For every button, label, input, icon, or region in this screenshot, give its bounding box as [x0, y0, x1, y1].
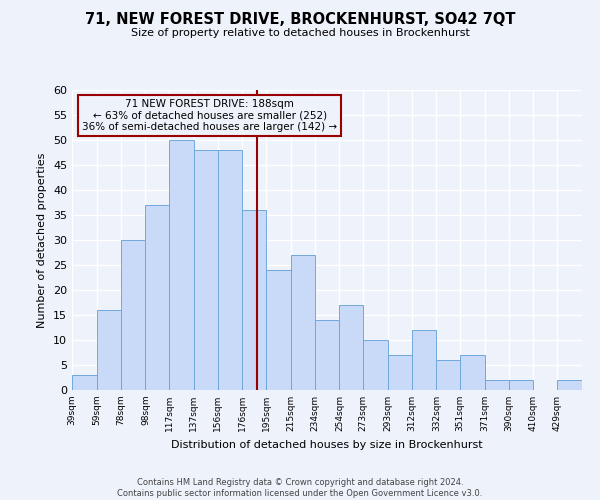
Bar — [242, 210, 266, 390]
Bar — [460, 355, 485, 390]
Y-axis label: Number of detached properties: Number of detached properties — [37, 152, 47, 328]
Bar — [557, 380, 582, 390]
Bar — [72, 375, 97, 390]
Bar — [436, 360, 460, 390]
Bar — [194, 150, 218, 390]
X-axis label: Distribution of detached houses by size in Brockenhurst: Distribution of detached houses by size … — [171, 440, 483, 450]
Bar — [266, 270, 291, 390]
Bar — [412, 330, 436, 390]
Bar — [363, 340, 388, 390]
Bar — [485, 380, 509, 390]
Bar — [145, 205, 169, 390]
Bar — [291, 255, 314, 390]
Bar — [314, 320, 340, 390]
Text: Contains HM Land Registry data © Crown copyright and database right 2024.
Contai: Contains HM Land Registry data © Crown c… — [118, 478, 482, 498]
Bar — [509, 380, 533, 390]
Bar — [121, 240, 145, 390]
Bar — [218, 150, 242, 390]
Bar — [340, 305, 363, 390]
Text: Size of property relative to detached houses in Brockenhurst: Size of property relative to detached ho… — [131, 28, 469, 38]
Text: 71, NEW FOREST DRIVE, BROCKENHURST, SO42 7QT: 71, NEW FOREST DRIVE, BROCKENHURST, SO42… — [85, 12, 515, 28]
Bar — [388, 355, 412, 390]
Bar — [169, 140, 194, 390]
Bar — [97, 310, 121, 390]
Text: 71 NEW FOREST DRIVE: 188sqm
← 63% of detached houses are smaller (252)
36% of se: 71 NEW FOREST DRIVE: 188sqm ← 63% of det… — [82, 99, 337, 132]
